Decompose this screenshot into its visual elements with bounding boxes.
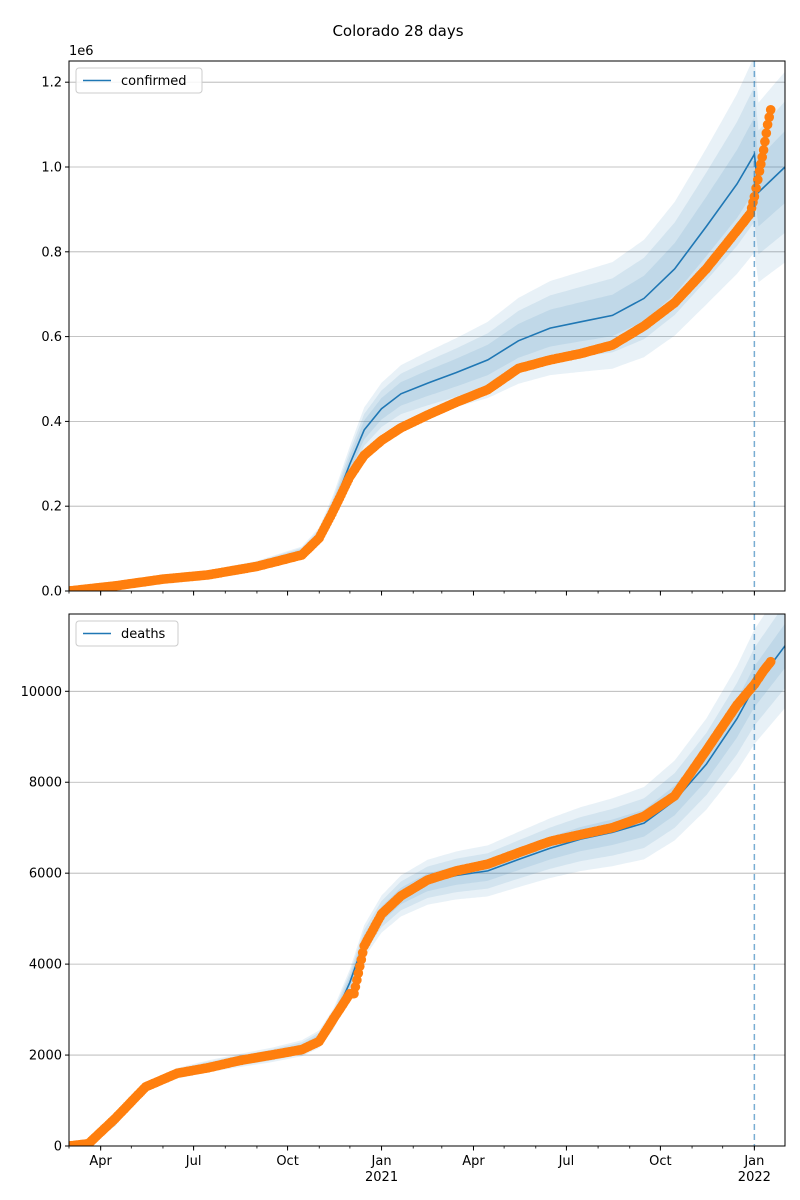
- confirmed-panel: 0.0 0.2 0.4 0.6 0.8 1.0 1.2 1e6 confirmed: [41, 44, 786, 600]
- observed-point: [762, 119, 773, 130]
- x-tick-year-label: 2022: [738, 1170, 771, 1185]
- axes-frame: [68, 60, 786, 592]
- x-tick-label: Oct: [649, 1154, 671, 1169]
- observed-point: [751, 183, 761, 193]
- legend-box: [75, 67, 203, 94]
- observed-point: [765, 656, 776, 667]
- x-tick-label: Jan: [743, 1154, 764, 1169]
- observed-point: [753, 174, 763, 185]
- x-tick-label: Jan: [371, 1154, 392, 1169]
- legend: deaths: [75, 620, 179, 647]
- y-tick-label: 8000: [29, 776, 62, 791]
- y-tick-label: 0.0: [41, 585, 62, 600]
- y-tick-label: 1.0: [41, 161, 62, 176]
- legend-box: [75, 620, 179, 647]
- y-tick-label: 6000: [29, 867, 62, 882]
- y-tick-label: 0.4: [41, 415, 62, 430]
- y-tick-label: 10000: [21, 685, 62, 700]
- observed-point: [758, 145, 769, 155]
- y-tick-label: 0.2: [41, 500, 62, 515]
- y-tick-label: 0.6: [41, 330, 62, 345]
- confidence-band: [69, 86, 785, 591]
- chart-title: Colorado 28 days: [332, 22, 463, 40]
- x-tick-label: Apr: [462, 1154, 485, 1169]
- observed-point: [756, 159, 766, 169]
- y-tick-label: 4000: [29, 958, 62, 973]
- x-tick-label: Jul: [185, 1154, 202, 1169]
- observed-point: [764, 112, 774, 122]
- plot-area: [69, 61, 785, 591]
- legend-label: deaths: [121, 627, 166, 642]
- observed-point: [761, 128, 772, 138]
- observed-point: [765, 105, 776, 115]
- y-tick-label: 2000: [29, 1049, 62, 1064]
- confidence-band: [69, 614, 785, 1146]
- x-tick-year-label: 2021: [365, 1170, 398, 1185]
- y-tick-label: 0.8: [41, 245, 62, 260]
- y-tick-label: 1.2: [41, 76, 62, 91]
- y-tick-label: 0: [54, 1140, 62, 1155]
- confidence-band: [69, 61, 785, 591]
- observed-point: [757, 152, 767, 162]
- y-offset-label: 1e6: [69, 44, 94, 59]
- plot-area: [69, 614, 785, 1146]
- axes-frame: [68, 613, 786, 1147]
- observed-point: [760, 136, 770, 147]
- x-tick-label: Jul: [558, 1154, 575, 1169]
- legend: confirmed: [75, 67, 203, 94]
- x-tick-label: Apr: [89, 1154, 112, 1169]
- x-tick-label: Oct: [276, 1154, 298, 1169]
- legend-label: confirmed: [121, 74, 187, 89]
